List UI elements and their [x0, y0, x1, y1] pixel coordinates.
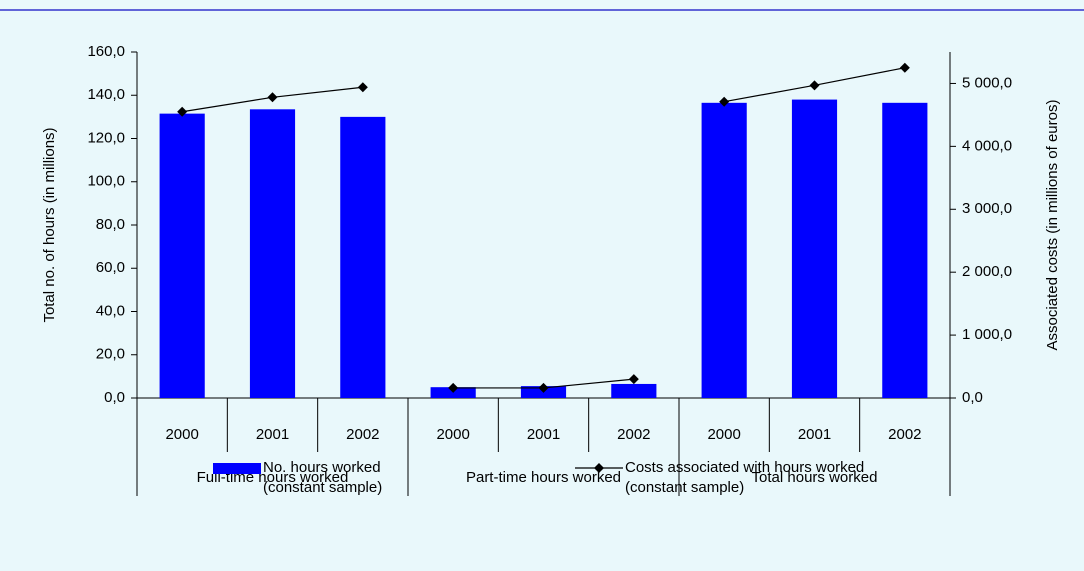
y2-tick-label: 0,0 — [962, 389, 983, 406]
line-marker — [719, 96, 730, 107]
y-tick-label: 100,0 — [87, 173, 125, 190]
bar — [882, 102, 928, 398]
line-marker — [267, 92, 278, 103]
y2-tick-label: 3 000,0 — [962, 200, 1012, 217]
line-marker — [809, 80, 820, 91]
legend-marker — [594, 463, 604, 473]
legend-label: No. hours worked (constant sample) — [263, 459, 383, 496]
y2-tick-label: 5 000,0 — [962, 74, 1012, 91]
y-axis-title: Total no. of hours (in millions) — [41, 127, 58, 322]
bar — [249, 109, 296, 399]
x-tick-label: 2000 — [707, 426, 740, 443]
x-tick-label: 2000 — [165, 426, 198, 443]
x-tick-label: 2001 — [256, 426, 289, 443]
y-tick-label: 0,0 — [104, 389, 125, 406]
y2-tick-label: 4 000,0 — [962, 137, 1012, 154]
bar — [701, 102, 747, 398]
line-marker — [538, 382, 549, 393]
y-tick-label: 60,0 — [96, 259, 125, 276]
x-tick-label: 2001 — [527, 426, 560, 443]
x-tick-label: 2002 — [346, 426, 379, 443]
legend-label: Costs associated with hours worked (cons… — [625, 459, 865, 496]
y-tick-label: 160,0 — [87, 43, 125, 60]
line-marker — [628, 374, 639, 385]
line-marker — [899, 62, 910, 73]
y-tick-label: 80,0 — [96, 216, 125, 233]
group-label: Part-time hours worked — [466, 469, 621, 486]
y2-tick-label: 2 000,0 — [962, 263, 1012, 280]
bar — [611, 383, 657, 398]
line-marker — [448, 382, 459, 393]
bar — [340, 116, 386, 398]
legend-swatch — [213, 463, 261, 474]
group-label: Total hours worked — [752, 469, 878, 486]
y2-axis-title: Associated costs (in millions of euros) — [1044, 100, 1061, 351]
y-tick-label: 120,0 — [87, 129, 125, 146]
line-marker — [357, 82, 368, 93]
line-marker — [177, 106, 188, 117]
y-tick-label: 20,0 — [96, 346, 125, 363]
bar — [791, 99, 838, 398]
x-tick-label: 2000 — [436, 426, 469, 443]
y-tick-label: 140,0 — [87, 86, 125, 103]
x-tick-label: 2002 — [888, 426, 921, 443]
x-tick-label: 2001 — [798, 426, 831, 443]
y-tick-label: 40,0 — [96, 302, 125, 319]
bar — [159, 113, 205, 398]
y2-tick-label: 1 000,0 — [962, 326, 1012, 343]
x-tick-label: 2002 — [617, 426, 650, 443]
